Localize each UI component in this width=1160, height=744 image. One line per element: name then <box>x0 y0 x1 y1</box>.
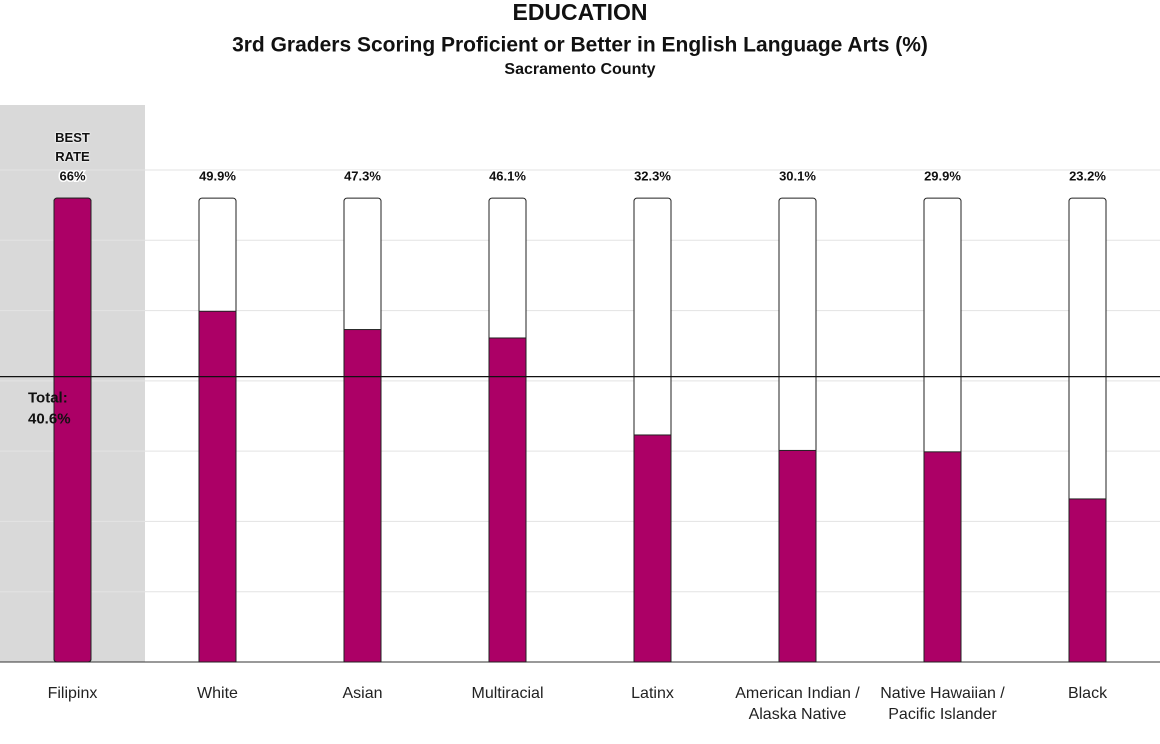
x-tick-label: Black <box>1067 685 1108 702</box>
bar <box>778 449 817 663</box>
bar <box>343 329 382 663</box>
value-label: 29.9% <box>924 168 961 183</box>
total-value: 40.6% <box>28 411 71 428</box>
chart-subtitle: Sacramento County <box>504 61 655 78</box>
chart-subtitle: 3rd Graders Scoring Proficient or Better… <box>232 34 928 57</box>
x-tick-label: Native Hawaiian / Pacific Islander <box>880 685 1005 723</box>
bar <box>198 310 237 663</box>
value-label: 32.3% <box>634 168 671 183</box>
x-tick-label: Multiracial <box>471 685 544 702</box>
bar <box>633 434 672 663</box>
bar <box>923 451 962 663</box>
x-tick-label: Filipinx <box>47 685 98 702</box>
total-label: Total: <box>28 390 68 407</box>
value-label: 47.3% <box>344 168 381 183</box>
bar <box>1068 498 1107 663</box>
x-tick-label: American Indian / Alaska Native <box>735 685 860 723</box>
value-label: 23.2% <box>1069 168 1106 183</box>
chart-title: EDUCATION <box>512 0 647 25</box>
x-tick-label: Asian <box>342 685 383 702</box>
x-tick-label: White <box>197 685 238 702</box>
value-label: 66% <box>59 168 85 183</box>
value-label: 49.9% <box>199 168 236 183</box>
x-tick-label: Latinx <box>631 685 674 702</box>
highlight-label: BEST RATE <box>55 130 90 164</box>
value-label: 46.1% <box>489 168 526 183</box>
bar <box>488 337 527 663</box>
value-label: 30.1% <box>779 168 816 183</box>
bar <box>53 197 92 663</box>
